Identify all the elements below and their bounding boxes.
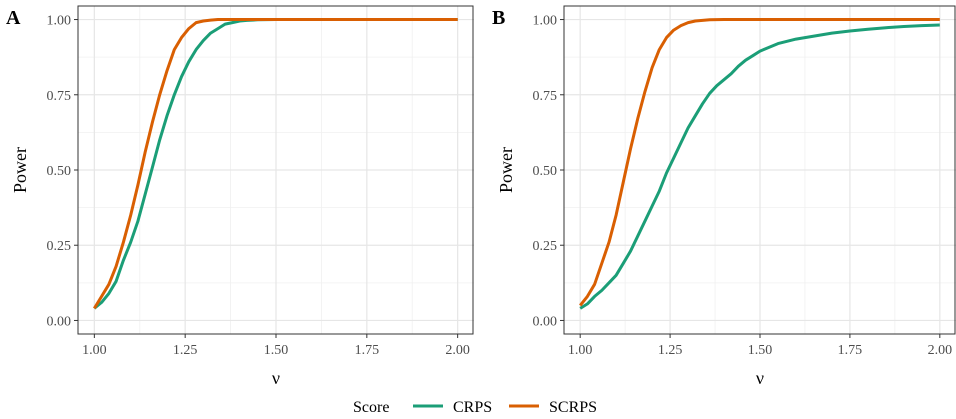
panel-tag: A	[6, 7, 21, 29]
y-tick-label: 0.25	[533, 239, 558, 254]
y-tick-label: 0.75	[533, 89, 558, 104]
panel-b: 1.00 1.25 1.50 1.75 2.00 0.00 0.25 0.50 0.75 1.00…	[492, 5, 956, 388]
panel-border	[77, 5, 474, 335]
x-tick-label: 2.00	[928, 343, 953, 358]
legend-label-scrps: SCRPS	[549, 399, 597, 416]
x-axis-title: ν	[756, 368, 764, 388]
x-axis-title: ν	[272, 368, 280, 388]
x-tick-label: 1.75	[355, 343, 380, 358]
y-tick-label: 0.75	[47, 89, 72, 104]
y-tick-label: 1.00	[47, 14, 72, 29]
panel-a: 1.00 1.25 1.50 1.75 2.00 0.00 0.25 0.50 0.75 1.00…	[6, 5, 474, 388]
x-tick-label: 1.00	[568, 343, 593, 358]
x-tick-label: 1.50	[264, 343, 289, 358]
x-tick-label: 1.25	[658, 343, 683, 358]
y-tick-label: 0.00	[533, 314, 558, 329]
series-line-scrps	[93, 18, 458, 310]
x-tick-label: 1.75	[838, 343, 863, 358]
legend: Score CRPS SCRPS	[353, 399, 597, 416]
y-tick-label: 0.00	[47, 314, 72, 329]
y-axis-title: Power	[496, 147, 516, 193]
series-line-crps	[579, 23, 940, 310]
x-tick-label: 1.25	[173, 343, 198, 358]
panel-border	[563, 5, 956, 335]
y-tick-label: 0.50	[47, 164, 72, 179]
panel-tag: B	[492, 7, 505, 29]
x-tick-label: 2.00	[445, 343, 470, 358]
y-tick-label: 1.00	[533, 14, 558, 29]
y-tick-label: 0.25	[47, 239, 72, 254]
legend-label-crps: CRPS	[453, 399, 492, 416]
legend-title: Score	[353, 399, 389, 416]
x-tick-label: 1.50	[748, 343, 773, 358]
x-tick-label: 1.00	[82, 343, 107, 358]
panels: 1.00 1.25 1.50 1.75 2.00 0.00 0.25 0.50 0.75 1.00…	[6, 5, 956, 388]
series-line-scrps	[579, 18, 940, 307]
y-tick-label: 0.50	[533, 164, 558, 179]
y-axis-title: Power	[10, 147, 30, 193]
